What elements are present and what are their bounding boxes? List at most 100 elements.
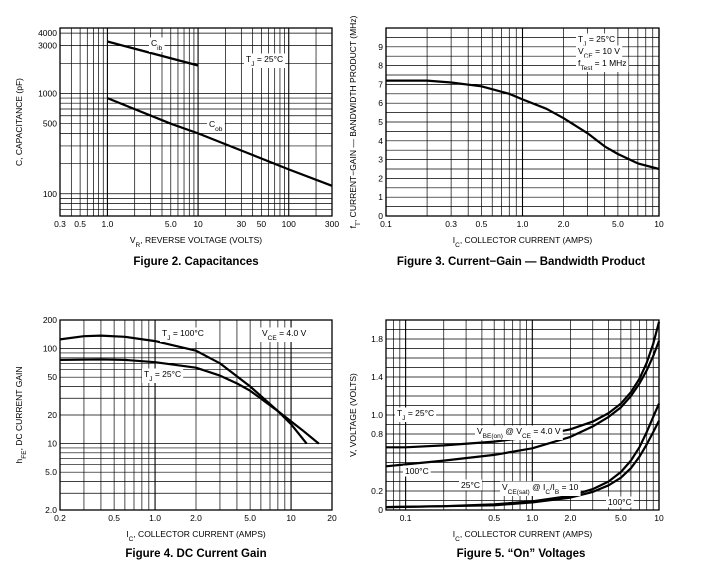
fig3-annotation-vce: VCE = 10 V	[578, 46, 620, 60]
fig4-ytick-label: 50	[48, 372, 58, 382]
fig3-ytick-label: 6	[378, 98, 383, 108]
fig3-ytick-label: 0	[378, 211, 383, 221]
fig2-xtick-label: 1.0	[101, 219, 113, 229]
fig3-xtick-label: 2.0	[558, 219, 570, 229]
fig4-xtick-label: 2.0	[190, 513, 202, 523]
fig4-yaxis-label: hFE, DC CURRENT GAIN	[14, 367, 28, 464]
fig5-series-4	[385, 420, 660, 509]
fig5-chart: TJ = 25°C VBE(on) @ VCE = 4.0 V 100°C 25°C V…	[348, 319, 664, 560]
fig5-xtick-label: 10	[654, 513, 664, 523]
fig5-xtick-label: 0.5	[488, 513, 500, 523]
fig5-annotation-bg	[403, 465, 431, 477]
fig3-annotation-tj: TJ = 25°C	[578, 34, 615, 48]
fig3-ytick-label: 2	[378, 173, 383, 183]
fig5-annotation-bg	[500, 481, 581, 496]
fig2-ytick-label: 3000	[38, 41, 57, 51]
fig2-ytick-label: 500	[43, 119, 57, 129]
fig2-grid	[59, 28, 333, 217]
fig4-annotation-t100: TJ = 100°C	[162, 328, 204, 342]
fig4-ytick-label: 10	[48, 439, 58, 449]
fig4-chart: TJ = 100°C TJ = 25°C VCE = 4.0 V 0.2 0.5 1.0 2…	[14, 315, 337, 560]
fig2-xtick-label: 50	[257, 219, 267, 229]
fig2-xaxis-label: VR, REVERSE VOLTAGE (VOLTS)	[130, 235, 262, 249]
fig2-series-2	[106, 97, 333, 187]
fig2-yaxis-label: C, CAPACITANCE (pF)	[14, 78, 24, 166]
fig3-xtick-label: 10	[654, 219, 664, 229]
fig4-xtick-label: 1.0	[149, 513, 161, 523]
fig3-ytick-label: 8	[378, 61, 383, 71]
fig4-annotation-bg	[142, 368, 184, 383]
fig2-ytick-label: 1000	[38, 88, 57, 98]
fig3-annotation-bg	[576, 45, 623, 60]
fig5-annotation-t100b: 100°C	[608, 497, 632, 507]
fig5-xtick-label: 0.1	[400, 513, 412, 523]
fig2-plot-frame	[59, 27, 333, 217]
fig5-ytick-label: 0.8	[371, 429, 383, 439]
fig5-ytick-label: 0.2	[371, 486, 383, 496]
fig2-xtick-label: 100	[282, 219, 296, 229]
fig5-ytick-label: 1.0	[371, 410, 383, 420]
fig4-xaxis-label: IC, COLLECTOR CURRENT (AMPS)	[126, 529, 266, 543]
fig4-series-1	[59, 334, 320, 445]
fig5-annotation-bg	[459, 479, 482, 491]
fig4-annotation-bg	[160, 327, 206, 342]
fig5-annotation-t100: 100°C	[405, 466, 429, 476]
fig5-series-2	[385, 340, 661, 468]
fig4-xtick-label: 20	[327, 513, 337, 523]
fig4-annotation-t25: TJ = 25°C	[144, 369, 181, 383]
fig4-ytick-label: 2.0	[45, 505, 57, 515]
fig3-plot-frame	[385, 27, 660, 217]
fig2-xtick-label: 30	[237, 219, 247, 229]
fig3-xtick-label: 0.3	[445, 219, 457, 229]
fig5-annotation-vcesat: VCE(sat) @ IC/IB = 10	[502, 482, 579, 496]
fig3-ytick-label: 9	[378, 42, 383, 52]
fig4-xtick-label: 0.5	[108, 513, 120, 523]
fig3-xtick-label: 1.0	[517, 219, 529, 229]
fig3-yaxis-label: fT, CURRENT−GAIN — BANDWIDTH PRODUCT (MH…	[348, 15, 362, 228]
fig2-annotation-tj: TJ = 25°C	[246, 54, 283, 68]
fig3-xtick-label: 0.1	[380, 219, 392, 229]
fig3-xtick-label: 0.5	[475, 219, 487, 229]
fig3-caption: Figure 3. Current−Gain — Bandwidth Produ…	[397, 256, 645, 268]
fig5-annotation-t25: 25°C	[461, 480, 480, 490]
fig5-annotation-vbe: VBE(on) @ VCE = 4.0 V	[477, 426, 561, 440]
fig5-annotation-tj: TJ = 25°C	[397, 408, 434, 422]
fig5-xtick-label: 5.0	[615, 513, 627, 523]
fig5-xaxis-label: IC, COLLECTOR CURRENT (AMPS)	[453, 529, 593, 543]
fig4-caption: Figure 4. DC Current Gain	[125, 548, 266, 560]
fig2-series-1	[107, 40, 199, 67]
fig5-ytick-label: 0	[378, 505, 383, 515]
fig3-ytick-label: 4	[378, 136, 383, 146]
fig3-ytick-label: 7	[378, 79, 383, 89]
fig2-ytick-label: 100	[43, 189, 57, 199]
fig2-xtick-label: 300	[325, 219, 339, 229]
fig4-ytick-label: 5.0	[45, 467, 57, 477]
fig2-ytick-label: 4000	[38, 28, 57, 38]
fig2-annotation-bg	[207, 118, 225, 133]
fig4-annotation-bg	[260, 327, 309, 342]
fig3-annotation-bg	[576, 57, 629, 72]
fig4-ytick-label: 100	[43, 344, 57, 354]
fig4-ytick-label: 20	[48, 410, 58, 420]
fig2-xtick-label: 10	[193, 219, 203, 229]
fig5-plot-frame	[385, 319, 660, 511]
fig3-annotation-bg	[576, 33, 618, 48]
fig4-xtick-label: 10	[286, 513, 296, 523]
fig4-series-2	[59, 358, 308, 445]
fig2-caption: Figure 2. Capacitances	[133, 256, 258, 268]
fig2-annotation-bg	[149, 37, 165, 52]
fig2-annotation-bg	[244, 53, 286, 68]
fig3-annotation-ftest: fTest = 1 MHz	[578, 58, 627, 72]
fig5-xtick-label: 1.0	[526, 513, 538, 523]
fig5-ytick-label: 1.8	[371, 334, 383, 344]
fig2-annotation-cob: Cob	[209, 119, 223, 133]
fig5-caption: Figure 5. “On” Voltages	[457, 548, 586, 560]
fig4-ytick-label: 200	[43, 315, 57, 325]
fig5-xtick-label: 2.0	[565, 513, 577, 523]
fig3-ytick-label: 1	[378, 192, 383, 202]
fig2-xtick-label: 5.0	[165, 219, 177, 229]
fig4-grid	[59, 319, 333, 511]
fig4-plot-frame	[59, 319, 333, 511]
